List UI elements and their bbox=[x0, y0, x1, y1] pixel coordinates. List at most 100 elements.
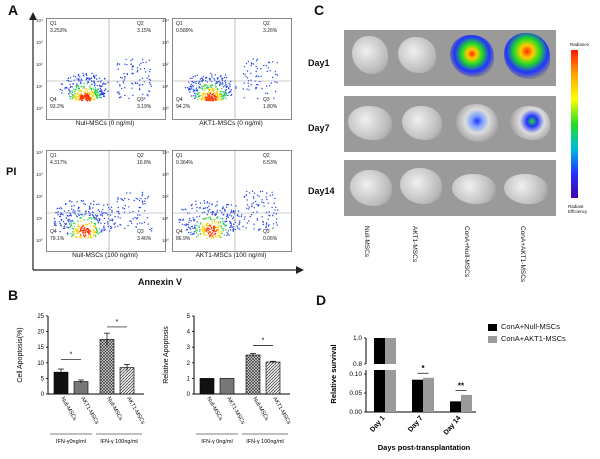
group-label: IFN-γ 100ng/ml bbox=[100, 439, 138, 445]
y-axis-title: Relative survival bbox=[329, 344, 338, 403]
quadrant-value: 3.15% bbox=[137, 28, 152, 34]
bar bbox=[199, 378, 215, 395]
flow-axis-tick: 10⁴ bbox=[162, 150, 169, 155]
bar bbox=[450, 401, 461, 412]
bar bbox=[423, 377, 434, 412]
imaging-row-day14 bbox=[344, 160, 556, 216]
flow-plot: Q1 3.253% Q2 3.15% Q4 93.2% Q3 3.19% bbox=[46, 18, 166, 120]
imaging-row-day7 bbox=[344, 96, 556, 152]
category-label: Day 1 bbox=[369, 415, 386, 434]
quadrant-value: 3.253% bbox=[50, 28, 67, 34]
quadrant-label: Q2 bbox=[263, 21, 270, 27]
bar bbox=[412, 379, 423, 412]
flow-x-axis-label: Annexin V bbox=[138, 277, 183, 287]
panel-c-letter: C bbox=[314, 2, 325, 18]
flow-y-axis-label: PI bbox=[6, 166, 17, 178]
quadrant-value: 10.8% bbox=[137, 160, 152, 166]
significance-mark: * bbox=[70, 352, 73, 359]
bar bbox=[265, 361, 281, 395]
bar bbox=[119, 367, 135, 395]
liver-image bbox=[398, 37, 436, 73]
liver-image bbox=[452, 174, 496, 204]
flow-axis-tick: 10² bbox=[162, 62, 169, 67]
scale-title: Radiance bbox=[570, 42, 590, 47]
y-tick-label: 5 bbox=[41, 376, 45, 382]
quadrant-label: Q1 bbox=[176, 21, 183, 27]
liver-image bbox=[400, 168, 442, 204]
liver-image-signal bbox=[510, 106, 550, 140]
y-axis-title: Relative Apoptosis bbox=[163, 326, 170, 384]
category-label: AKT1-MSCs bbox=[79, 396, 100, 426]
color-scale-bar bbox=[571, 50, 578, 198]
category-label: Null-MSCs bbox=[59, 396, 77, 422]
quadrant-label: Q2 bbox=[137, 153, 144, 159]
quadrant-label: Q4 bbox=[176, 97, 183, 103]
column-label: ConA+Null-MSCs bbox=[463, 226, 470, 278]
quadrant-label: Q1 bbox=[176, 153, 183, 159]
y-tick-label: 0.8 bbox=[353, 361, 362, 368]
bar-lower bbox=[374, 370, 385, 412]
group-label: IFN-γ 100ng/ml bbox=[246, 439, 284, 445]
day-label-7: Day7 bbox=[308, 123, 330, 133]
legend-label-akt1: ConA+AKT1-MSCs bbox=[501, 334, 566, 343]
flow-dot-cloud bbox=[173, 151, 291, 251]
flow-axis-tick: 10¹ bbox=[162, 84, 169, 89]
category-label: AKT1-MSCs bbox=[125, 396, 146, 426]
bar-upper bbox=[385, 338, 396, 364]
y-tick-label: 25 bbox=[37, 314, 44, 320]
flow-axis-tick: 10¹ bbox=[162, 216, 169, 221]
quadrant-label: Q4 bbox=[176, 229, 183, 235]
category-label: Null-MSCs bbox=[105, 396, 123, 422]
legend-label-null: ConA+Null-MSCs bbox=[501, 322, 560, 331]
flow-plot-caption: Null-MSCs (0 ng/ml) bbox=[75, 120, 135, 127]
day-label-14: Day14 bbox=[308, 186, 335, 196]
flow-plot: Q1 0.364% Q2 6.53% Q4 86.9% Q3 0.06% bbox=[172, 150, 292, 252]
quadrant-value: 94.2% bbox=[176, 104, 191, 110]
y-tick-label: 0.10 bbox=[349, 371, 362, 378]
panel-d-letter: D bbox=[316, 292, 327, 308]
category-label: Day 14 bbox=[443, 415, 463, 437]
liver-image bbox=[350, 170, 392, 206]
quadrant-value: 4.317% bbox=[50, 160, 67, 166]
flow-axis-tick: 10⁴ bbox=[36, 18, 43, 23]
legend-swatch-null bbox=[488, 324, 497, 331]
y-tick-label: 15 bbox=[37, 345, 44, 351]
flow-dot-cloud bbox=[173, 19, 291, 119]
flow-axis-tick: 10⁰ bbox=[36, 238, 43, 243]
flow-plot-caption: AKT1-MSCs (0 ng/ml) bbox=[199, 120, 263, 127]
y-tick-label: 5 bbox=[187, 314, 191, 320]
flow-axis-tick: 10² bbox=[36, 194, 43, 199]
bar bbox=[53, 371, 69, 395]
quadrant-value: 86.9% bbox=[176, 236, 191, 242]
category-label: AKT1-MSCs bbox=[271, 396, 292, 426]
flow-axis-tick: 10³ bbox=[162, 40, 169, 45]
quadrant-label: Q1 bbox=[50, 153, 57, 159]
column-label: ConA+AKT1-MSCs bbox=[519, 226, 526, 283]
panel-a-letter: A bbox=[8, 2, 19, 18]
quadrant-value: 3.19% bbox=[137, 104, 152, 110]
quadrant-label: Q2 bbox=[137, 21, 144, 27]
liver-image bbox=[504, 174, 548, 204]
flow-axes bbox=[29, 12, 304, 274]
quadrant-label: Q4 bbox=[50, 97, 57, 103]
y-tick-label: 2 bbox=[187, 361, 191, 367]
flow-axis-tick: 10⁰ bbox=[162, 106, 169, 111]
quadrant-value: 6.53% bbox=[263, 160, 278, 166]
column-label: AKT1-MSCs bbox=[411, 226, 418, 263]
significance-mark: * bbox=[262, 338, 265, 345]
flow-panel: PI Annexin V Q1 3.253% Q2 3.15% Q4 93.2% Q3 3.1… bbox=[0, 0, 310, 290]
bar bbox=[461, 394, 472, 412]
bar bbox=[219, 378, 235, 395]
flow-axis-tick: 10³ bbox=[36, 40, 43, 45]
x-axis-title: Days post-transplantation bbox=[378, 443, 471, 452]
y-tick-label: 0.05 bbox=[349, 390, 362, 397]
category-label: Null-MSCs bbox=[251, 396, 269, 422]
quadrant-label: Q2 bbox=[263, 153, 270, 159]
liver-image bbox=[402, 106, 442, 140]
quadrant-label: Q3 bbox=[263, 97, 270, 103]
liver-image-signal bbox=[450, 35, 494, 77]
category-label: Null-MSCs bbox=[205, 396, 223, 422]
quadrant-value: 0.364% bbox=[176, 160, 193, 166]
quadrant-label: Q1 bbox=[50, 21, 57, 27]
